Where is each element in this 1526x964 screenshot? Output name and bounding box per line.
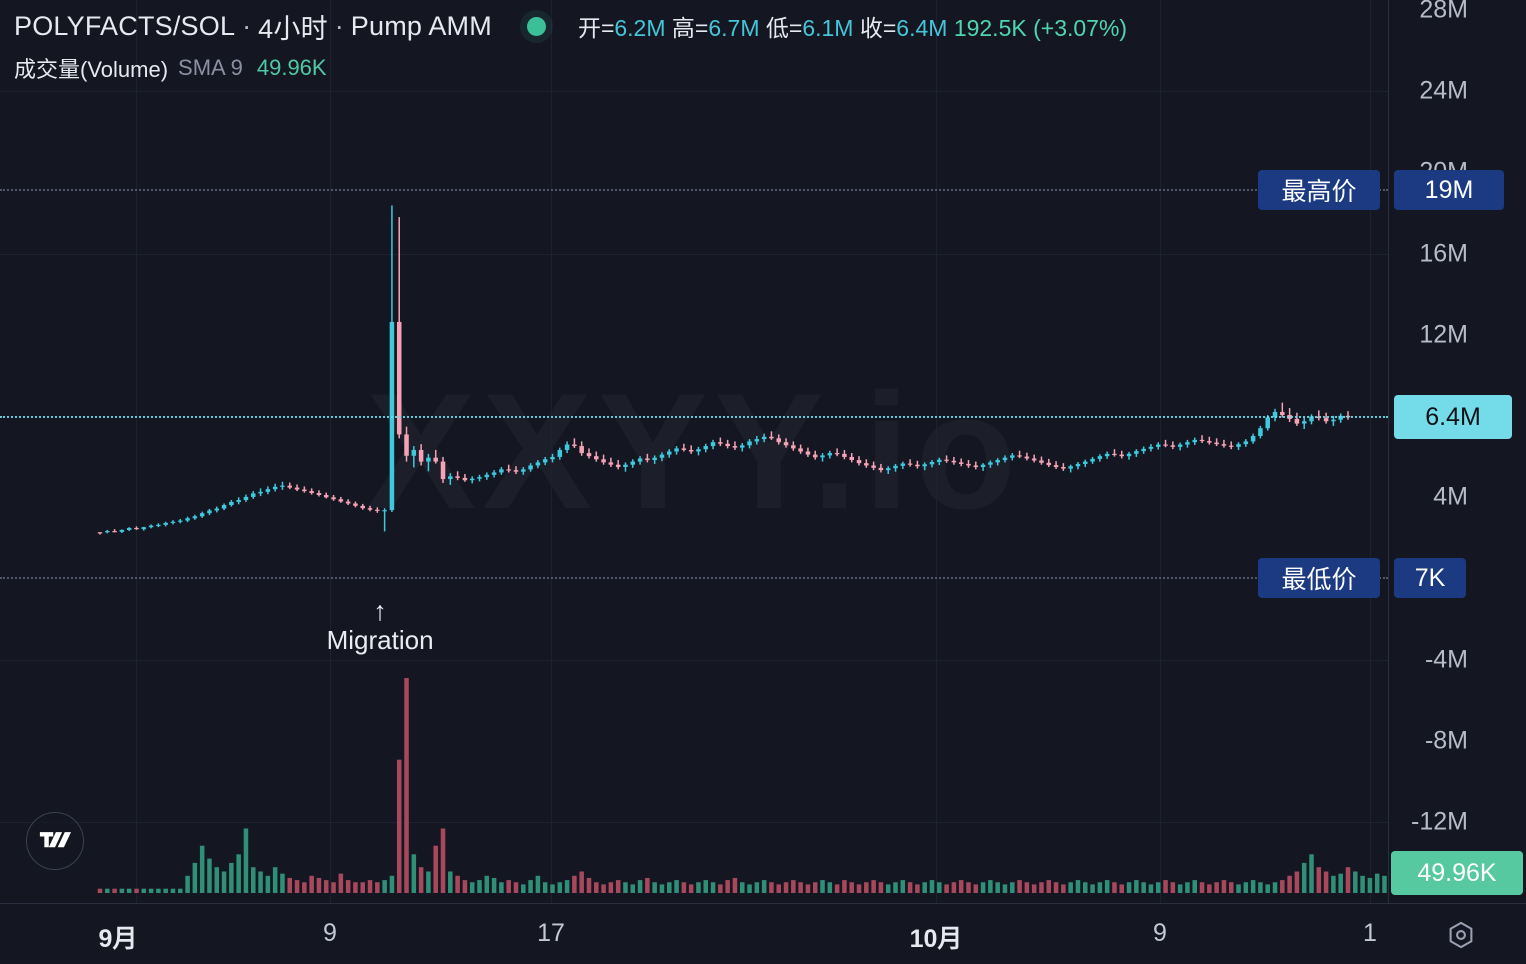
low-price-tag[interactable]: 最低价 <box>1258 558 1380 598</box>
low-price-badge[interactable]: 7K <box>1394 558 1466 598</box>
gear-icon <box>1449 921 1473 949</box>
high-price-line <box>0 189 1388 191</box>
time-tick: 17 <box>537 919 565 947</box>
time-tick: 10月 <box>909 925 963 953</box>
price-tick: 24M <box>1419 76 1468 105</box>
price-tick: 16M <box>1419 239 1468 268</box>
time-axis[interactable]: 9月 9 17 10月 9 1 <box>0 903 1526 964</box>
chart-settings-button[interactable] <box>1444 918 1478 952</box>
high-price-tag[interactable]: 最高价 <box>1258 170 1380 210</box>
time-tick: 9 <box>323 919 337 947</box>
volume-value-badge[interactable]: 49.96K <box>1391 851 1523 895</box>
volume-series <box>97 678 1387 893</box>
tradingview-glyph-icon <box>39 832 71 848</box>
price-tick: -8M <box>1424 726 1468 755</box>
time-tick: 9月 <box>98 925 138 953</box>
price-axis[interactable]: 28M24M20M16M12M8M4M-4M-8M-12M19M7K6.4M49… <box>1388 0 1526 903</box>
low-price-line <box>0 577 1388 579</box>
price-tick: -4M <box>1424 645 1468 674</box>
price-tick: -12M <box>1411 807 1468 836</box>
candlestick-series <box>97 205 1351 535</box>
tradingview-logo[interactable] <box>26 812 84 870</box>
last-price-badge[interactable]: 6.4M <box>1394 395 1512 440</box>
price-tick: 28M <box>1419 0 1468 24</box>
price-tick: 12M <box>1419 320 1468 349</box>
time-tick: 1 <box>1363 919 1377 947</box>
time-tick: 9 <box>1153 919 1167 947</box>
high-price-badge[interactable]: 19M <box>1394 170 1504 210</box>
last-price-line <box>0 416 1388 419</box>
price-tick: 4M <box>1433 482 1468 511</box>
